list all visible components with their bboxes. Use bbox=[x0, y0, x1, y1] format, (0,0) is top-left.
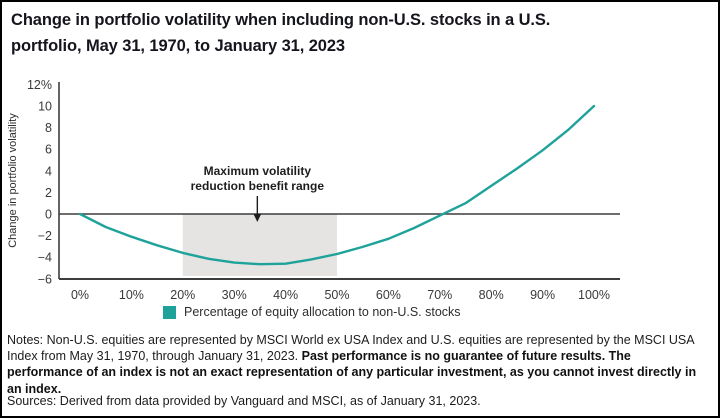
y-axis-title: Change in portfolio volatility bbox=[7, 113, 19, 248]
volatility-chart: 12% 10 8 6 4 2 0 −2 −4 −6 0% 10% 20% 30% 40% 50% 60% 70% 8… bbox=[7, 78, 620, 302]
y-tick-label: −4 bbox=[38, 251, 52, 265]
x-tick-label: 50% bbox=[324, 288, 349, 302]
x-tick-label: 20% bbox=[170, 288, 195, 302]
y-tick-label: −2 bbox=[38, 229, 52, 243]
x-tick-label: 90% bbox=[530, 288, 555, 302]
chart-title: Change in portfolio volatility when incl… bbox=[11, 8, 711, 59]
x-tick-label: 0% bbox=[71, 288, 89, 302]
annotation-line2: reduction benefit range bbox=[191, 179, 325, 193]
y-tick-label: −6 bbox=[38, 272, 52, 286]
y-tick-label: 2 bbox=[45, 186, 52, 200]
chart-title-line2: portfolio, May 31, 1970, to January 31, … bbox=[11, 36, 345, 55]
legend-swatch bbox=[163, 305, 176, 319]
y-tick-label: 6 bbox=[45, 143, 52, 157]
x-tick-label: 70% bbox=[427, 288, 452, 302]
x-tick-label: 40% bbox=[273, 288, 298, 302]
y-tick-label: 10 bbox=[38, 100, 52, 114]
benefit-range-band bbox=[182, 214, 337, 276]
volatility-curve bbox=[78, 104, 596, 266]
annotation-line1: Maximum volatility bbox=[204, 164, 312, 178]
legend-label: Percentage of equity allocation to non-U… bbox=[184, 305, 461, 319]
y-tick-label: 0 bbox=[45, 208, 52, 222]
y-tick-label: 12% bbox=[27, 78, 52, 92]
y-tick-label: 8 bbox=[45, 121, 52, 135]
y-tick-label: 4 bbox=[45, 164, 52, 178]
annotation-arrowhead-icon bbox=[253, 214, 262, 222]
chart-title-line1: Change in portfolio volatility when incl… bbox=[11, 11, 551, 29]
chart-legend: Percentage of equity allocation to non-U… bbox=[163, 305, 461, 319]
x-tick-label: 30% bbox=[222, 288, 247, 302]
x-tick-label: 60% bbox=[376, 288, 401, 302]
sources-text: Sources: Derived from data provided by V… bbox=[7, 394, 481, 408]
x-tick-label: 80% bbox=[479, 288, 504, 302]
x-tick-label: 100% bbox=[578, 288, 610, 302]
notes-emphasis: Past performance is no guarantee of futu… bbox=[7, 349, 697, 396]
notes-text: Notes: Non-U.S. equities are represented… bbox=[7, 332, 699, 397]
x-tick-label: 10% bbox=[119, 288, 144, 302]
notes-regular: Notes: Non-U.S. equities are represented… bbox=[7, 333, 694, 364]
